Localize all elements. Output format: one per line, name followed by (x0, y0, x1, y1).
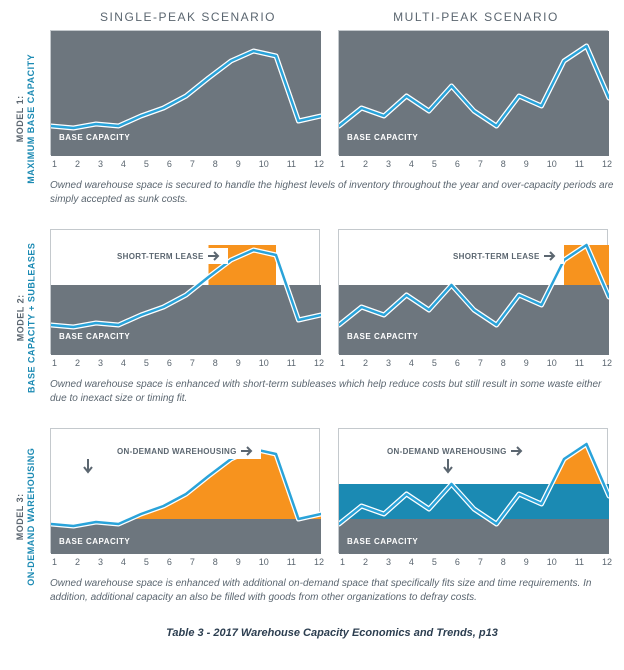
base-capacity-label: BASE CAPACITY (59, 332, 130, 341)
x-axis: 123456789101112 (338, 557, 614, 567)
x-axis: 123456789101112 (50, 557, 326, 567)
header-multi: MULTI-PEAK SCENARIO (338, 10, 614, 24)
x-axis: 123456789101112 (338, 358, 614, 368)
base-capacity-label: BASE CAPACITY (59, 537, 130, 546)
x-axis: 123456789101112 (50, 358, 326, 368)
chart-multi: BASE CAPACITY SHORT-TERM LEASE 12345678910… (338, 229, 614, 368)
chart-multi: BASE CAPACITY ON-DEMAND WAREHOUSING 123456… (338, 428, 614, 567)
x-axis: 123456789101112 (338, 159, 614, 169)
row-caption: Owned warehouse space is enhanced with a… (50, 577, 614, 605)
chart-single: BASE CAPACITY 123456789101112 (50, 30, 326, 169)
model-row: MODEL 1:MAXIMUM BASE CAPACITYBASE CAPACI… (50, 30, 614, 207)
chart-single: BASE CAPACITY SHORT-TERM LEASE 12345678910… (50, 229, 326, 368)
annotation-label: ON-DEMAND WAREHOUSING (111, 443, 261, 459)
row-caption: Owned warehouse space is enhanced with s… (50, 378, 614, 406)
x-axis: 123456789101112 (50, 159, 326, 169)
annotation-label: SHORT-TERM LEASE (111, 248, 228, 264)
annotation-label: SHORT-TERM LEASE (447, 248, 564, 264)
base-capacity-label: BASE CAPACITY (347, 537, 418, 546)
base-capacity-label: BASE CAPACITY (347, 332, 418, 341)
base-capacity-label: BASE CAPACITY (59, 133, 130, 142)
infographic: SINGLE-PEAK SCENARIO MULTI-PEAK SCENARIO… (0, 0, 624, 649)
header-single: SINGLE-PEAK SCENARIO (50, 10, 326, 24)
row-side-label: MODEL 2:BASE CAPACITY + SUBLEASES (6, 229, 46, 406)
chart-single: BASE CAPACITY ON-DEMAND WAREHOUSING 123456… (50, 428, 326, 567)
model-row: MODEL 2:BASE CAPACITY + SUBLEASESBASE CA… (50, 229, 614, 406)
table-caption: Table 3 - 2017 Warehouse Capacity Econom… (50, 627, 614, 639)
row-caption: Owned warehouse space is secured to hand… (50, 179, 614, 207)
chart-multi: BASE CAPACITY 123456789101112 (338, 30, 614, 169)
row-side-label: MODEL 3:ON-DEMAND WAREHOUSING (6, 428, 46, 605)
base-capacity-label: BASE CAPACITY (347, 133, 418, 142)
model-row: MODEL 3:ON-DEMAND WAREHOUSINGBASE CAPACI… (50, 428, 614, 605)
column-headers: SINGLE-PEAK SCENARIO MULTI-PEAK SCENARIO (50, 10, 614, 24)
annotation-label: ON-DEMAND WAREHOUSING (381, 443, 531, 459)
row-side-label: MODEL 1:MAXIMUM BASE CAPACITY (6, 30, 46, 207)
